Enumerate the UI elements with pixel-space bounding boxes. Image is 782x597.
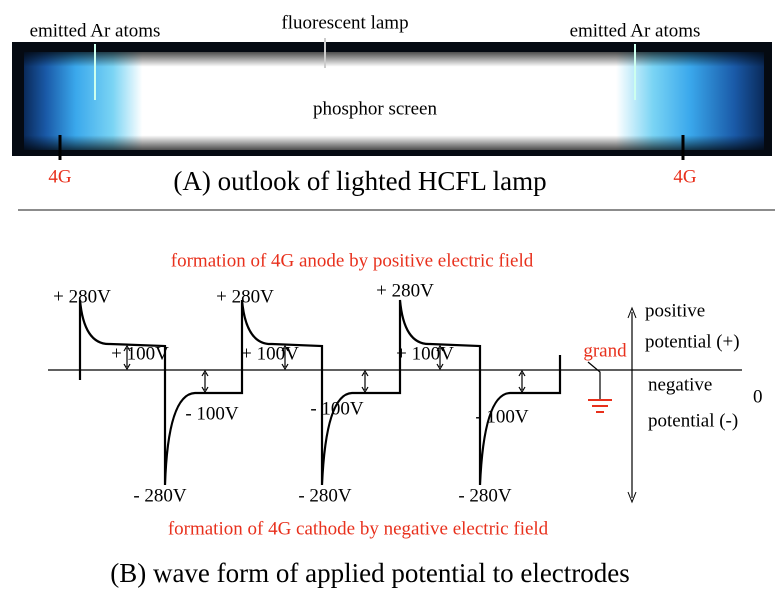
ground-symbol xyxy=(588,400,612,412)
voltage-label: - 280V xyxy=(298,485,352,506)
voltage-label: - 100V xyxy=(475,406,529,427)
voltage-label: + 280V xyxy=(53,286,111,307)
voltage-label: + 280V xyxy=(376,280,434,301)
voltage-label: - 100V xyxy=(310,398,364,419)
label: emitted Ar atoms xyxy=(570,20,701,41)
label: fluorescent lamp xyxy=(281,12,408,33)
voltage-label: - 280V xyxy=(133,485,187,506)
caption: (A) outlook of lighted HCFL lamp xyxy=(173,166,546,196)
title: formation of 4G cathode by negative elec… xyxy=(168,518,549,539)
label: emitted Ar atoms xyxy=(30,20,161,41)
caption: (B) wave form of applied potential to el… xyxy=(110,558,630,588)
voltage-label: + 280V xyxy=(216,286,274,307)
label: 0 xyxy=(753,386,763,407)
voltage-label: + 100V xyxy=(241,343,299,364)
title: formation of 4G anode by positive electr… xyxy=(171,250,534,271)
wave-line xyxy=(80,300,560,485)
voltage-label: + 100V xyxy=(111,343,169,364)
diagram: emitted Ar atoms fluorescent lamp emitte… xyxy=(0,0,782,592)
label: 4G xyxy=(673,166,697,187)
label: 4G xyxy=(48,166,72,187)
ground-lead xyxy=(588,362,600,400)
voltage-label: - 100V xyxy=(185,403,239,424)
level-arrows xyxy=(124,346,525,392)
label: phosphor screen xyxy=(313,98,437,119)
label: positive xyxy=(645,300,705,321)
label: negative xyxy=(648,374,712,395)
label: potential (-) xyxy=(648,410,738,431)
label: potential (+) xyxy=(645,331,740,352)
voltage-label: - 280V xyxy=(458,485,512,506)
voltage-label: + 100V xyxy=(396,343,454,364)
waveform xyxy=(48,300,742,502)
label: grand xyxy=(583,340,627,361)
